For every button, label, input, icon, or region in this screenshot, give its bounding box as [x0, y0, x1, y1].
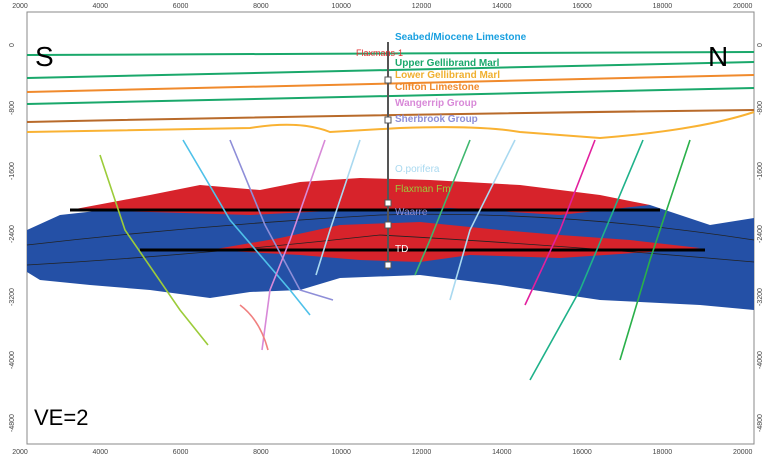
y-axis-label: -4000	[9, 351, 16, 369]
y-axis-label: -4800	[9, 414, 16, 432]
x-axis-label: 6000	[173, 3, 189, 10]
y-axis-label: -3200	[757, 288, 764, 306]
x-axis-label: 4000	[93, 3, 109, 10]
y-axis-label: -3200	[9, 288, 16, 306]
y-axis-label: -800	[757, 101, 764, 115]
formation-label: Sherbrook Group	[395, 114, 478, 125]
x-axis-label: 14000	[492, 3, 512, 10]
x-axis-label: 8000	[253, 449, 269, 456]
x-axis-label: 16000	[572, 449, 592, 456]
exaggeration-label: VE=2	[34, 405, 88, 430]
y-axis-label: -1600	[9, 162, 16, 180]
formation-label: TD	[395, 244, 408, 255]
x-axis-label: 14000	[492, 449, 512, 456]
marker	[385, 77, 391, 83]
direction-label: N	[708, 41, 728, 72]
x-axis-label: 10000	[331, 449, 351, 456]
formation-label: O.porifera	[395, 164, 440, 175]
x-axis-label: 12000	[412, 3, 432, 10]
y-axis-label: 0	[9, 43, 16, 47]
x-axis-label: 16000	[572, 3, 592, 10]
x-axis-label: 2000	[12, 3, 28, 10]
formation-label: Upper Gellibrand Marl	[395, 58, 500, 69]
y-axis-label: -800	[9, 101, 16, 115]
formation-label: Wangerrip Group	[395, 98, 477, 109]
x-axis-label: 20000	[733, 3, 753, 10]
x-axis-label: 18000	[653, 449, 673, 456]
formation-label: Lower Gellibrand Marl	[395, 70, 500, 81]
x-axis-label: 8000	[253, 3, 269, 10]
marker	[385, 117, 391, 123]
formation-label: Flaxman Fm	[395, 184, 451, 195]
cross-section: 2000 2000 4000 4000 6000 6000 8000 8000 10000 100…	[0, 0, 766, 459]
y-axis-label: -2400	[9, 225, 16, 243]
well-name: Flaxmans-1	[356, 48, 403, 58]
marker	[385, 262, 391, 268]
y-axis-label: -4800	[757, 414, 764, 432]
formation-label: Seabed/Miocene Limestone	[395, 32, 527, 43]
y-axis-label: -1600	[757, 162, 764, 180]
marker	[385, 222, 391, 228]
formation-label: Clifton Limestone	[395, 82, 480, 93]
x-axis-label: 20000	[733, 449, 753, 456]
x-axis-label: 10000	[331, 3, 351, 10]
formation-label: Waarre	[395, 207, 428, 218]
x-axis-label: 6000	[173, 449, 189, 456]
x-axis-label: 2000	[12, 449, 28, 456]
x-axis-label: 18000	[653, 3, 673, 10]
y-axis-label: -4000	[757, 351, 764, 369]
x-axis-label: 12000	[412, 449, 432, 456]
marker	[385, 200, 391, 206]
x-axis-label: 4000	[93, 449, 109, 456]
direction-label: S	[35, 41, 54, 72]
y-axis-label: 0	[757, 43, 764, 47]
y-axis-label: -2400	[757, 225, 764, 243]
